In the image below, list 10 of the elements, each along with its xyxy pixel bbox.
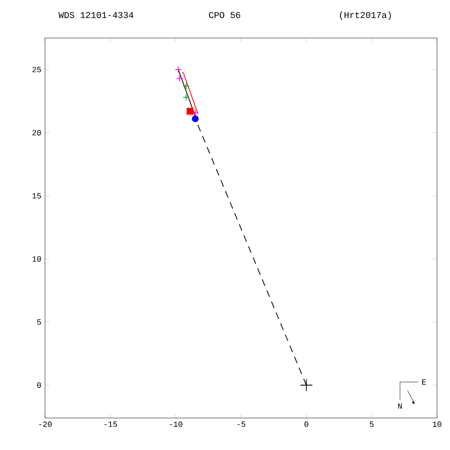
text: CPO 56 (209, 12, 240, 18)
point (174, 66, 182, 73)
point (192, 115, 199, 122)
point (300, 378, 313, 392)
point (176, 74, 183, 82)
point (182, 82, 190, 90)
point (186, 108, 194, 115)
chart-title: WDS 12101-4334 (58, 12, 134, 18)
point (182, 94, 190, 101)
text: (Hrt2017a) (340, 11, 391, 20)
